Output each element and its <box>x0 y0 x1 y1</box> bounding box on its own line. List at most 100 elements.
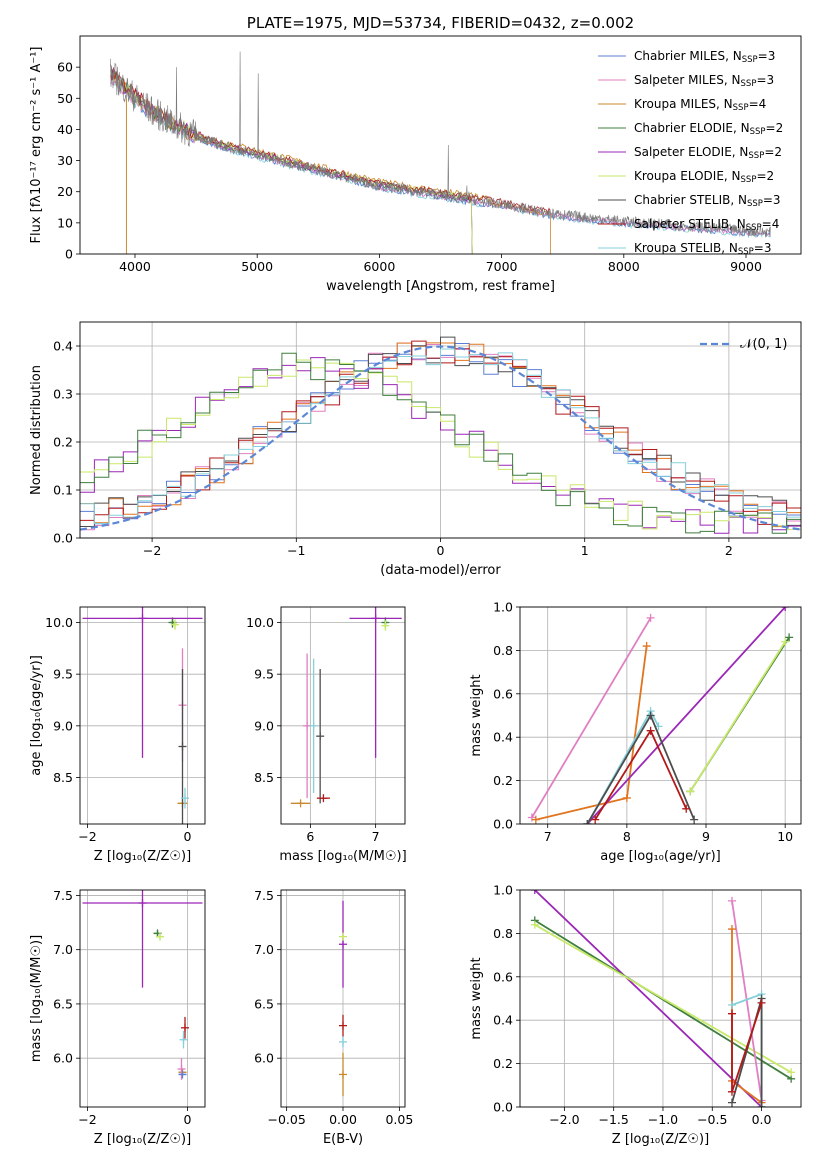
observed-spectrum-line <box>110 51 771 238</box>
axes-frame <box>280 606 406 825</box>
x-tick-label: −2.0 <box>549 1112 579 1127</box>
x-tick-label: −1.5 <box>598 1112 628 1127</box>
x-tick-label: 0 <box>437 543 445 558</box>
error-bar-point <box>181 1016 189 1039</box>
points <box>290 607 402 808</box>
y-tick-label: 7.5 <box>254 888 274 903</box>
legend-entry: Chabrier ELODIE, NSSP=2 <box>634 121 783 137</box>
y-tick-label: 0.6 <box>493 969 513 984</box>
points <box>82 890 203 1080</box>
x-axis-label: age [log₁₀(age/yr)] <box>600 849 721 864</box>
error-bar-point <box>339 1036 347 1048</box>
legend-entry: Salpeter ELODIE, NSSP=2 <box>634 145 782 161</box>
x-axis-label: mass [log₁₀(M/M☉)] <box>279 849 406 864</box>
y-tick-label: 0.4 <box>493 1013 513 1028</box>
series-line-salpeter_stelib <box>731 1002 763 1093</box>
panel-mass_Z: −2 0 6.0 6.5 7.0 7.5 Z [log₁₀(Z/Z☉)] mass [log₁… <box>29 888 206 1147</box>
x-tick-label: 8 <box>623 829 631 844</box>
y-tick-label: 0.1 <box>53 483 73 498</box>
series-marker <box>531 815 540 824</box>
series-line-salpeter_miles <box>731 900 763 1101</box>
histogram-kroupa_stelib <box>80 348 801 524</box>
y-tick-label: 0.4 <box>493 730 513 745</box>
series-marker <box>690 815 699 824</box>
y-tick-label: 0.4 <box>53 339 73 354</box>
error-bar-point <box>290 799 311 808</box>
x-tick-label: 6000 <box>363 259 395 274</box>
error-bar-point <box>171 619 179 630</box>
legend-entry: Chabrier STELIB, NSSP=3 <box>634 193 781 209</box>
y-tick-label: 0 <box>65 247 73 262</box>
x-tick-label: 7 <box>544 829 552 844</box>
y-tick-label: 0.6 <box>493 686 513 701</box>
error-bar-point <box>339 1014 347 1037</box>
x-tick-label: −2 <box>78 1112 96 1127</box>
y-tick-label: 0.0 <box>493 817 513 832</box>
y-tick-label: 8.5 <box>53 770 73 785</box>
y-tick-label: 1.0 <box>493 600 513 615</box>
x-tick-label: −0.5 <box>697 1112 727 1127</box>
error-bar-point <box>339 932 347 941</box>
series-marker <box>727 1087 736 1096</box>
x-tick-label: 7000 <box>486 259 518 274</box>
panel-spectrum: 4000 5000 6000 7000 8000 9000 0 10 20 30 40 50 60 wav… <box>29 14 802 294</box>
x-tick-label: 0.00 <box>329 1112 357 1127</box>
x-tick-label: −1 <box>287 543 305 558</box>
points <box>339 900 347 1097</box>
x-tick-label: 7 <box>372 829 380 844</box>
x-tick-label: 10 <box>777 829 793 844</box>
x-tick-label: −2 <box>143 543 161 558</box>
y-tick-label: 9.0 <box>254 718 274 733</box>
histograms <box>80 336 801 534</box>
series-line-salpeter_elodie <box>586 607 786 824</box>
y-tick-label: 6.0 <box>254 1051 274 1066</box>
axes-frame <box>519 606 802 825</box>
x-tick-label: 9000 <box>730 259 762 274</box>
model-line-kroupa_elodie <box>110 71 473 254</box>
y-tick-label: 0.2 <box>493 773 513 788</box>
x-tick-label: −0.05 <box>267 1112 305 1127</box>
error-bar-point <box>179 1031 188 1049</box>
series-line-chabrier_elodie <box>534 919 792 1080</box>
series-marker <box>622 793 631 802</box>
x-tick-label: 0.0 <box>752 1112 772 1127</box>
y-tick-label: 7.0 <box>53 942 73 957</box>
legend-entry: Salpeter STELIB, NSSP=4 <box>634 217 779 233</box>
legend: Chabrier MILES, NSSP=3 Salpeter MILES, NS… <box>598 49 783 257</box>
histogram-chabrier_elodie <box>80 352 801 534</box>
y-axis-label: age [log₁₀(age/yr)] <box>29 655 44 776</box>
series-marker <box>530 890 539 894</box>
series-marker <box>757 998 766 1007</box>
error-bar-point <box>82 607 203 758</box>
series-marker <box>781 637 790 646</box>
legend-entry: Chabrier MILES, NSSP=3 <box>634 49 775 65</box>
y-tick-label: 0.0 <box>53 531 73 546</box>
y-tick-label: 6.5 <box>254 996 274 1011</box>
series-marker <box>785 633 794 642</box>
legend-entry: 𝒩(0, 1) <box>740 337 787 352</box>
y-tick-label: 10.0 <box>246 615 274 630</box>
axes-frame <box>519 889 802 1108</box>
series-marker <box>646 726 655 735</box>
x-axis-label: wavelength [Angstrom, rest frame] <box>326 279 555 294</box>
y-tick-label: 6.5 <box>53 996 73 1011</box>
panel-mass_ebv: −0.05 0.00 0.05 6.0 6.5 7.0 7.5 E(B-V) <box>254 888 413 1147</box>
y-tick-label: 0.0 <box>493 1100 513 1115</box>
series-marker <box>591 815 600 824</box>
series-marker <box>642 642 651 651</box>
series-marker <box>727 1001 736 1010</box>
x-tick-label: 0 <box>184 1112 192 1127</box>
x-tick-label: 5000 <box>241 259 273 274</box>
series-marker <box>727 896 736 905</box>
y-axis-label: Flux [fλ10⁻¹⁷ erg cm⁻² s⁻¹ A⁻¹] <box>29 47 44 244</box>
y-tick-label: 9.5 <box>53 667 73 682</box>
series-marker <box>682 804 691 813</box>
x-tick-label: 8000 <box>608 259 640 274</box>
y-tick-label: 0.3 <box>53 387 73 402</box>
error-bar-point <box>339 1052 347 1097</box>
y-tick-label: 1.0 <box>493 883 513 898</box>
axes-frame <box>79 889 206 1108</box>
x-tick-label: −1.0 <box>648 1112 678 1127</box>
x-axis-label: Z [log₁₀(Z/Z☉)] <box>94 1132 191 1147</box>
error-bar-point <box>177 1058 186 1080</box>
